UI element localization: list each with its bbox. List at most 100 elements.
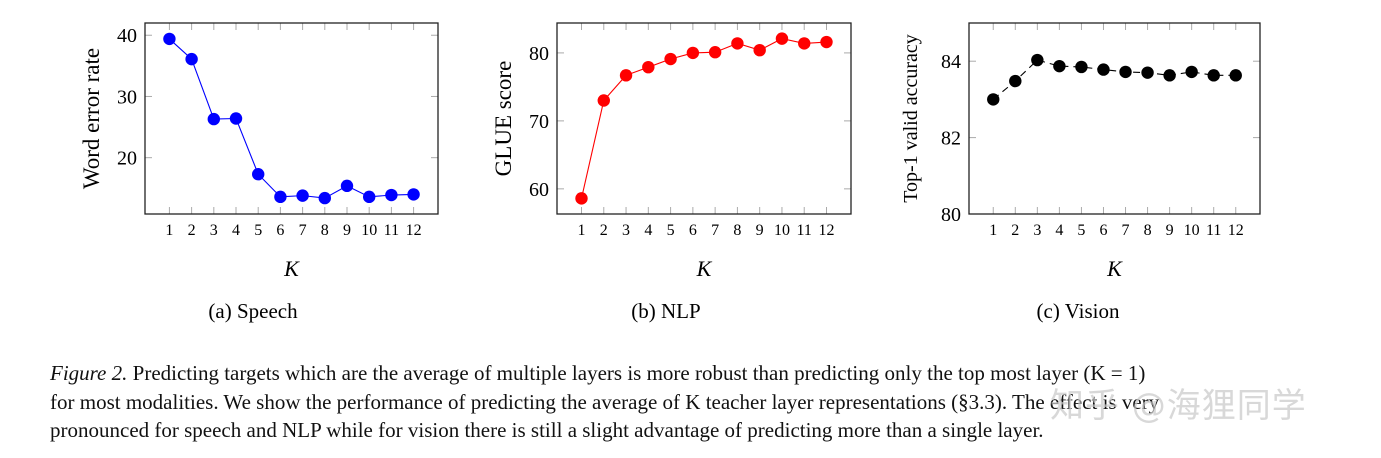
x-tick-label: 7	[711, 222, 719, 239]
data-point	[1185, 65, 1198, 79]
subcaption: (a) Speech	[208, 299, 298, 323]
series-line	[580, 38, 827, 199]
figure-caption: Figure 2. Predicting targets which are t…	[50, 359, 1350, 445]
x-tick-label: 10	[1184, 222, 1200, 239]
x-tick-label: 11	[797, 222, 812, 239]
y-tick-label: 80	[941, 204, 961, 226]
series-line	[169, 38, 414, 199]
data-point	[708, 46, 722, 59]
x-tick-label: 9	[343, 222, 351, 239]
x-tick-label: 11	[1206, 222, 1221, 239]
x-tick-label: 1	[165, 222, 173, 239]
data-point	[597, 94, 610, 107]
data-point	[987, 93, 1000, 106]
plot-frame	[968, 22, 1261, 215]
data-point	[575, 192, 588, 205]
series-line	[992, 59, 1236, 100]
y-axis-label: GLUE score	[491, 61, 516, 177]
y-tick-label: 30	[117, 86, 137, 108]
x-tick-label: 5	[254, 222, 262, 239]
plot-frame	[556, 22, 852, 215]
data-point	[296, 189, 309, 202]
data-point	[274, 190, 287, 204]
x-tick-label: 1	[989, 222, 997, 239]
x-tick-label: 8	[733, 222, 741, 239]
x-axis-label: K	[283, 256, 300, 281]
y-tick-label: 70	[529, 111, 549, 133]
data-point	[1229, 69, 1242, 82]
y-tick-label: 80	[529, 43, 549, 65]
data-point	[619, 69, 633, 82]
x-tick-label: 9	[1166, 222, 1174, 239]
x-tick-label: 6	[689, 222, 697, 239]
x-axis-label: K	[1106, 256, 1123, 281]
x-tick-label: 1	[578, 222, 586, 239]
x-tick-label: 2	[600, 222, 608, 239]
y-tick-label: 20	[117, 148, 137, 170]
y-axis-label: Top-1 valid accuracy	[900, 34, 922, 203]
data-point	[1207, 69, 1220, 82]
data-point	[340, 179, 354, 193]
x-tick-label: 6	[1099, 222, 1107, 239]
x-tick-label: 9	[756, 222, 764, 239]
y-tick-label: 82	[941, 128, 961, 150]
x-tick-label: 10	[774, 222, 790, 239]
data-point	[642, 60, 655, 74]
data-point	[207, 112, 221, 126]
data-point	[318, 191, 331, 205]
x-tick-label: 2	[1011, 222, 1019, 239]
data-point	[820, 35, 833, 49]
x-tick-label: 7	[1122, 222, 1130, 239]
x-tick-label: 7	[299, 222, 307, 239]
data-point	[1097, 63, 1110, 76]
data-point	[252, 168, 265, 181]
caption-line-3: pronounced for speech and NLP while for …	[50, 418, 1044, 442]
x-tick-label: 5	[1077, 222, 1085, 239]
data-point	[163, 32, 176, 46]
caption-label: Figure 2.	[50, 361, 128, 385]
data-point	[229, 112, 243, 125]
x-tick-label: 4	[1055, 222, 1063, 239]
subcaption: (c) Vision	[1037, 299, 1120, 323]
x-tick-label: 3	[210, 222, 218, 239]
data-point	[1141, 66, 1154, 79]
plot-frame	[144, 22, 439, 215]
x-tick-label: 8	[321, 222, 329, 239]
data-point	[1119, 65, 1132, 79]
x-tick-label: 12	[406, 222, 422, 239]
data-point	[362, 190, 376, 204]
y-tick-label: 60	[529, 179, 549, 201]
x-tick-label: 6	[276, 222, 284, 239]
x-tick-label: 8	[1144, 222, 1152, 239]
x-tick-label: 12	[1228, 222, 1244, 239]
data-point	[753, 43, 766, 57]
caption-line-1: Predicting targets which are the average…	[132, 361, 1146, 385]
x-axis-label: K	[696, 256, 713, 281]
data-point	[1163, 69, 1176, 82]
x-tick-label: 11	[384, 222, 399, 239]
data-point	[686, 46, 700, 60]
data-point	[775, 32, 789, 45]
data-point	[407, 188, 420, 201]
x-tick-label: 10	[361, 222, 377, 239]
data-point	[185, 52, 198, 66]
data-point	[1075, 60, 1088, 74]
y-tick-label: 40	[117, 25, 137, 47]
data-point	[385, 188, 398, 202]
data-point	[1031, 53, 1044, 67]
x-tick-label: 4	[644, 222, 652, 239]
x-tick-label: 12	[819, 222, 835, 239]
data-point	[1009, 74, 1022, 88]
subcaption: (b) NLP	[631, 299, 700, 323]
x-tick-label: 3	[1033, 222, 1041, 239]
x-tick-label: 5	[667, 222, 675, 239]
x-tick-label: 3	[622, 222, 630, 239]
watermark: 知乎 @海狸同学	[1050, 386, 1307, 426]
data-point	[1053, 59, 1066, 73]
y-tick-label: 84	[941, 51, 961, 73]
caption-line-2: for most modalities. We show the perform…	[50, 389, 1160, 414]
